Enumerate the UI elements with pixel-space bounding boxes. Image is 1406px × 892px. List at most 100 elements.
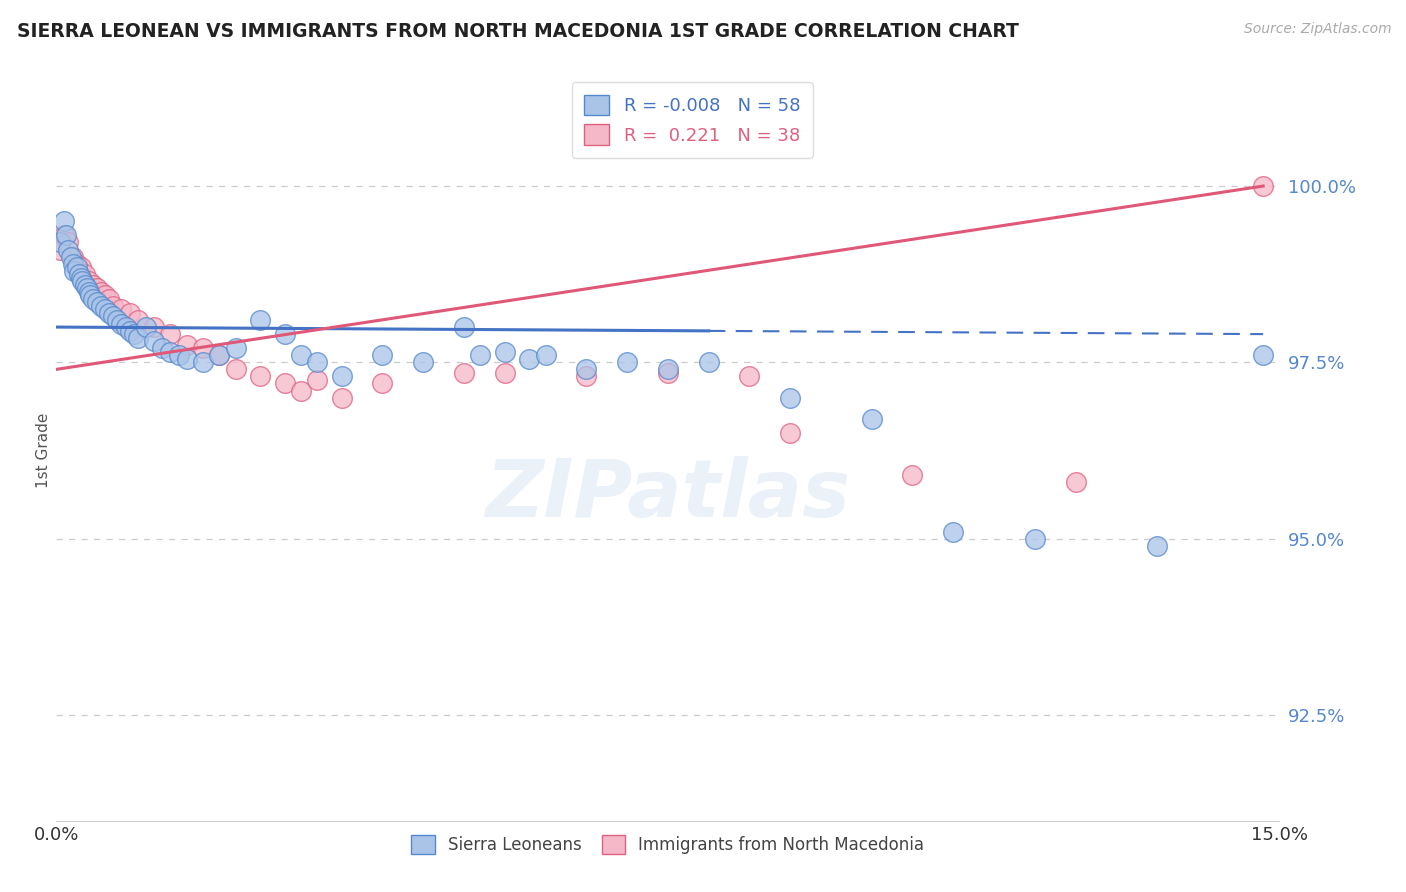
Y-axis label: 1st Grade: 1st Grade	[35, 413, 51, 488]
Point	[470, 348, 492, 362]
Point	[412, 355, 434, 369]
Point	[779, 425, 801, 440]
Point	[118, 306, 141, 320]
Point	[208, 348, 231, 362]
Point	[860, 411, 883, 425]
Point	[49, 235, 72, 250]
Point	[249, 313, 271, 327]
Point	[72, 274, 94, 288]
Point	[150, 341, 173, 355]
Point	[82, 277, 104, 292]
Point	[330, 369, 353, 384]
Point	[575, 362, 598, 376]
Point	[98, 306, 121, 320]
Point	[110, 317, 132, 331]
Point	[575, 369, 598, 384]
Point	[371, 348, 394, 362]
Point	[657, 362, 679, 376]
Point	[73, 277, 96, 292]
Point	[58, 243, 80, 257]
Point	[62, 250, 84, 264]
Point	[494, 344, 516, 359]
Point	[90, 299, 112, 313]
Point	[159, 344, 181, 359]
Point	[191, 341, 214, 355]
Text: ZIPatlas: ZIPatlas	[485, 456, 851, 534]
Point	[779, 391, 801, 405]
Point	[53, 228, 76, 243]
Point	[208, 348, 231, 362]
Point	[176, 351, 198, 366]
Point	[453, 366, 475, 380]
Point	[58, 235, 80, 250]
Text: SIERRA LEONEAN VS IMMIGRANTS FROM NORTH MACEDONIA 1ST GRADE CORRELATION CHART: SIERRA LEONEAN VS IMMIGRANTS FROM NORTH …	[17, 22, 1019, 41]
Point	[616, 355, 638, 369]
Point	[69, 260, 91, 274]
Point	[453, 320, 475, 334]
Point	[107, 313, 129, 327]
Point	[942, 524, 965, 539]
Point	[79, 288, 101, 302]
Point	[118, 324, 141, 338]
Point	[1146, 539, 1168, 553]
Point	[534, 348, 557, 362]
Point	[49, 243, 72, 257]
Point	[1024, 532, 1046, 546]
Point	[110, 302, 132, 317]
Point	[53, 214, 76, 228]
Point	[90, 285, 112, 299]
Point	[94, 302, 117, 317]
Point	[69, 270, 91, 285]
Point	[307, 355, 329, 369]
Point	[697, 355, 720, 369]
Point	[159, 327, 181, 342]
Point	[191, 355, 214, 369]
Point	[127, 313, 149, 327]
Point	[290, 348, 312, 362]
Point	[127, 331, 149, 345]
Point	[176, 337, 198, 351]
Point	[225, 341, 247, 355]
Point	[94, 288, 117, 302]
Point	[249, 369, 271, 384]
Point	[273, 376, 295, 391]
Point	[73, 267, 96, 281]
Point	[494, 366, 516, 380]
Point	[371, 376, 394, 391]
Point	[290, 384, 312, 398]
Point	[55, 228, 77, 243]
Point	[1064, 475, 1087, 490]
Point	[330, 391, 353, 405]
Point	[273, 327, 295, 342]
Point	[114, 320, 136, 334]
Point	[1251, 348, 1274, 362]
Point	[63, 263, 86, 277]
Point	[135, 320, 157, 334]
Point	[98, 292, 121, 306]
Point	[66, 260, 87, 274]
Point	[307, 373, 329, 387]
Point	[122, 327, 145, 342]
Point	[1251, 179, 1274, 194]
Legend: Sierra Leoneans, Immigrants from North Macedonia: Sierra Leoneans, Immigrants from North M…	[401, 825, 935, 864]
Point	[103, 299, 125, 313]
Point	[143, 320, 166, 334]
Point	[59, 250, 82, 264]
Point	[62, 257, 84, 271]
Point	[143, 334, 166, 348]
Point	[86, 281, 108, 295]
Point	[86, 295, 108, 310]
Point	[103, 310, 125, 324]
Point	[517, 351, 540, 366]
Point	[901, 468, 924, 483]
Point	[82, 292, 104, 306]
Point	[225, 362, 247, 376]
Point	[167, 348, 190, 362]
Point	[77, 285, 100, 299]
Point	[657, 366, 679, 380]
Point	[66, 257, 87, 271]
Text: Source: ZipAtlas.com: Source: ZipAtlas.com	[1244, 22, 1392, 37]
Point	[67, 267, 90, 281]
Point	[738, 369, 761, 384]
Point	[77, 274, 100, 288]
